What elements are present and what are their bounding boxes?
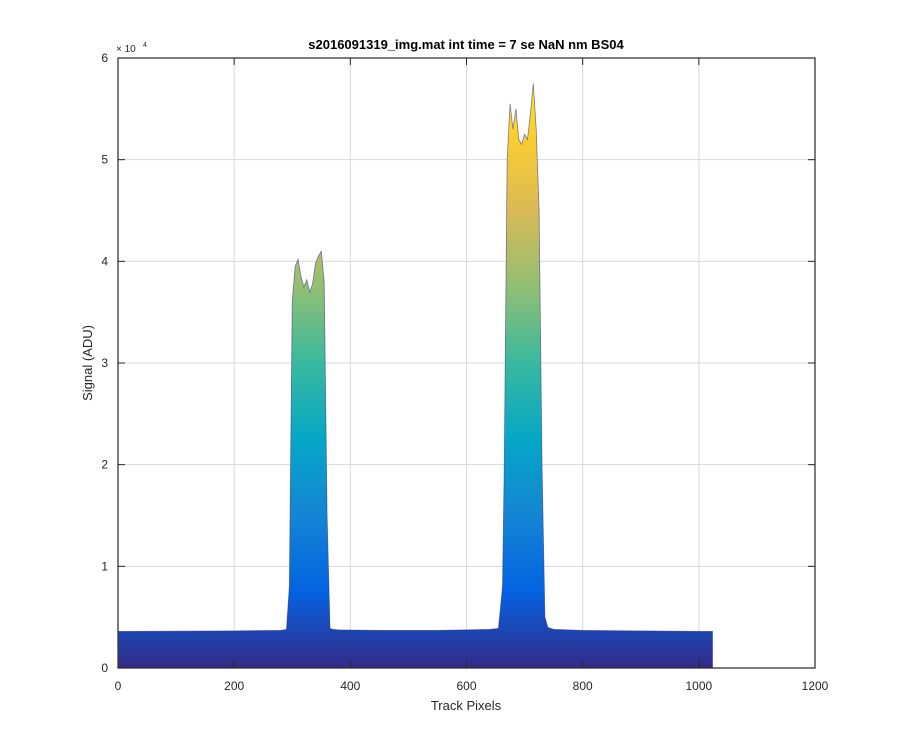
y-tick-label: 5 [101, 153, 108, 167]
x-tick-label: 1000 [685, 679, 712, 693]
series-area [118, 83, 713, 668]
svg-text:4: 4 [143, 42, 147, 49]
y-tick-label: 2 [101, 458, 108, 472]
chart-title: s2016091319_img.mat int time = 7 se NaN … [308, 37, 624, 52]
x-tick-label: 200 [224, 679, 244, 693]
y-tick-label: 4 [101, 254, 108, 268]
grid-lines [118, 58, 815, 668]
tick-labels: 0 200 400 600 800 1000 1200 0 1 2 3 4 5 6 [101, 51, 828, 693]
series-line [118, 83, 713, 632]
y-tick-label: 3 [101, 356, 108, 370]
svg-text:× 10: × 10 [116, 44, 136, 55]
x-tick-label: 0 [115, 679, 122, 693]
x-axis-label: Track Pixels [431, 698, 502, 713]
y-tick-label: 1 [101, 559, 108, 573]
y-tick-label: 6 [101, 51, 108, 65]
x-tick-label: 600 [456, 679, 476, 693]
x-tick-label: 400 [340, 679, 360, 693]
x-tick-label: 1200 [802, 679, 829, 693]
y-axis-label: Signal (ADU) [80, 325, 95, 401]
x-tick-label: 800 [573, 679, 593, 693]
y-tick-label: 0 [101, 661, 108, 675]
y-exponent-label: × 10 4 [116, 42, 147, 55]
